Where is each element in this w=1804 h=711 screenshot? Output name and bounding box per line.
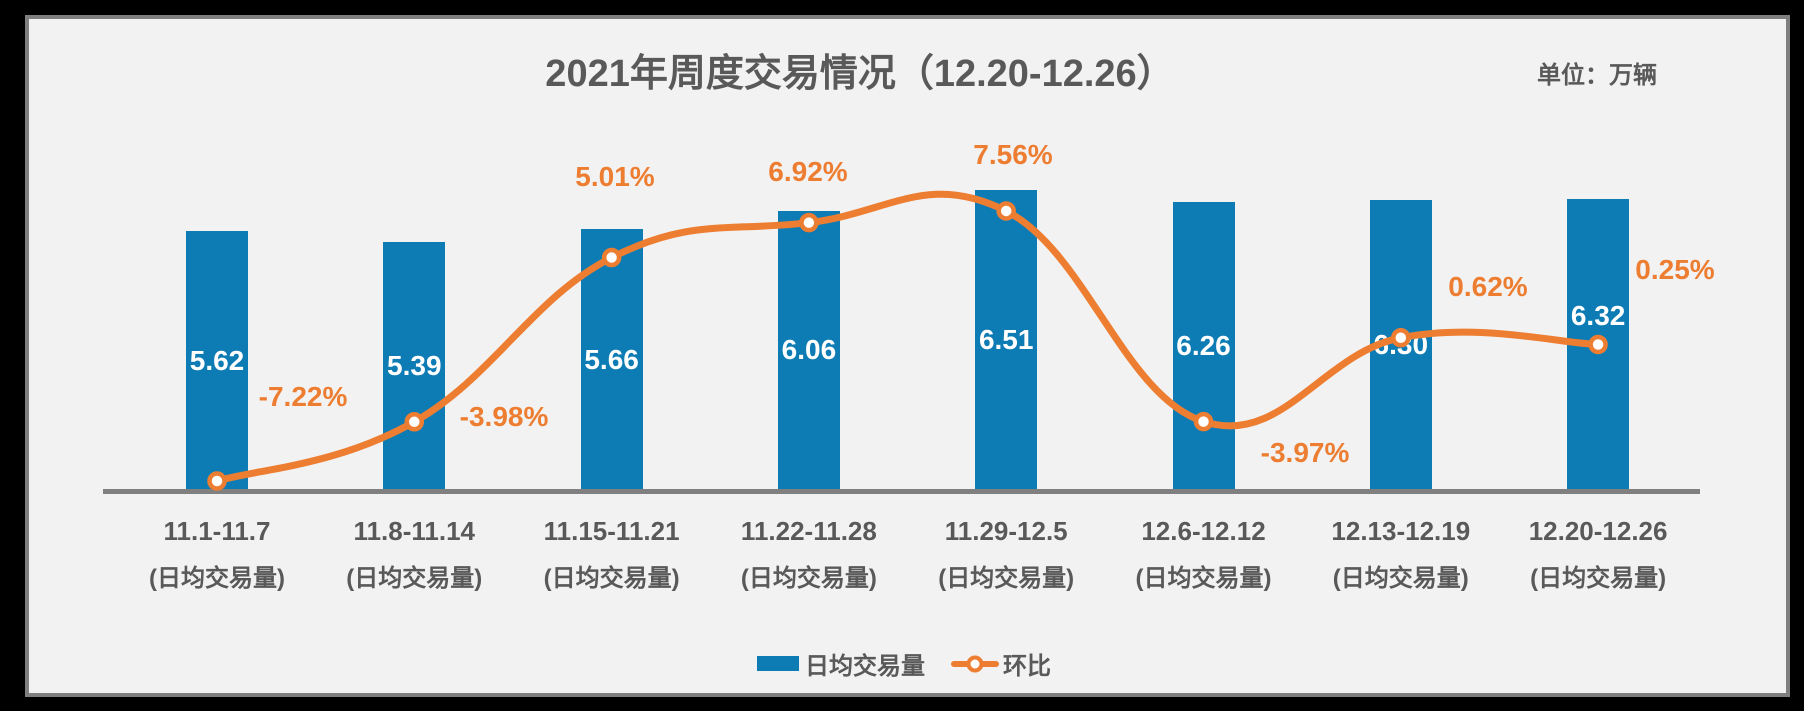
x-tick-subtitle: (日均交易量) bbox=[346, 565, 483, 592]
legend-line-label: 环比 bbox=[1003, 653, 1051, 680]
x-tick: 11.15-11.21 (日均交易量) bbox=[544, 516, 680, 593]
bar-value-label: 5.66 bbox=[584, 343, 639, 375]
pct-change-label: 0.62% bbox=[1448, 271, 1528, 302]
x-tick-date: 12.13-12.19 bbox=[1331, 516, 1471, 546]
legend-bar-label: 日均交易量 bbox=[805, 653, 925, 680]
bar-value-label: 6.51 bbox=[978, 324, 1034, 356]
bar-value-label: 5.39 bbox=[387, 349, 442, 381]
legend-line-marker-icon bbox=[966, 655, 984, 672]
x-tick-subtitle: (日均交易量) bbox=[938, 565, 1075, 592]
x-tick-date: 11.1-11.7 bbox=[163, 516, 271, 546]
x-tick-date: 11.8-11.14 bbox=[353, 516, 476, 546]
chart-panel bbox=[25, 15, 1790, 697]
x-tick-subtitle: (日均交易量) bbox=[543, 565, 680, 592]
x-tick: 11.8-11.14 (日均交易量) bbox=[346, 516, 482, 593]
chart-title: 2021年周度交易情况（12.20-12.26） bbox=[545, 53, 1175, 95]
x-tick-date: 12.6-12.12 bbox=[1141, 516, 1266, 546]
bar-value-label: 6.26 bbox=[1176, 329, 1231, 361]
x-tick-date: 12.20-12.26 bbox=[1528, 516, 1668, 546]
pct-change-label: -7.22% bbox=[258, 381, 348, 412]
bar-value-label: 6.32 bbox=[1570, 300, 1626, 331]
x-tick-subtitle: (日均交易量) bbox=[1332, 565, 1469, 592]
pct-change-label: 6.92% bbox=[768, 156, 848, 187]
legend: 日均交易量 环比 bbox=[757, 646, 1051, 681]
x-axis-line bbox=[103, 489, 1700, 494]
x-tick-date: 11.29-12.5 bbox=[944, 516, 1068, 546]
x-tick: 12.20-12.26 (日均交易量) bbox=[1529, 516, 1668, 593]
pct-change-label: -3.98% bbox=[459, 401, 549, 432]
pct-change-label: 7.56% bbox=[973, 139, 1053, 170]
bar-value-label: 6.06 bbox=[781, 334, 837, 366]
x-tick-subtitle: (日均交易量) bbox=[149, 565, 285, 592]
pct-change-label: 5.01% bbox=[575, 161, 655, 192]
x-tick: 12.13-12.19 (日均交易量) bbox=[1331, 516, 1470, 593]
bar-value-label: 5.62 bbox=[189, 344, 245, 376]
x-tick: 11.22-11.28 (日均交易量) bbox=[741, 516, 877, 593]
bar bbox=[1567, 198, 1630, 490]
x-tick-subtitle: (日均交易量) bbox=[1135, 565, 1272, 592]
x-tick: 12.6-12.12 (日均交易量) bbox=[1136, 516, 1272, 593]
x-tick-date: 11.15-11.21 bbox=[543, 516, 680, 546]
pct-change-label: 0.25% bbox=[1635, 254, 1715, 285]
x-tick: 11.29-12.5 (日均交易量) bbox=[938, 516, 1074, 593]
pct-change-label: -3.97% bbox=[1260, 437, 1350, 468]
x-tick: 11.1-11.7 (日均交易量) bbox=[149, 516, 285, 593]
x-tick-subtitle: (日均交易量) bbox=[1530, 565, 1667, 592]
x-tick-date: 11.22-11.28 bbox=[740, 516, 877, 546]
x-tick-subtitle: (日均交易量) bbox=[740, 565, 877, 592]
bar-value-label: 6.30 bbox=[1373, 328, 1429, 360]
unit-label: 单位：万辆 bbox=[1537, 62, 1657, 89]
legend-bar-swatch bbox=[757, 656, 799, 671]
legend-line-swatch bbox=[951, 655, 999, 672]
